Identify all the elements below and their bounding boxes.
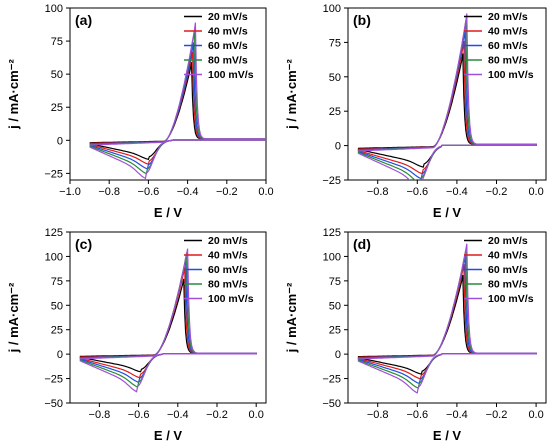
- y-tick-label: 0: [57, 135, 63, 147]
- y-tick-label: 100: [45, 3, 63, 15]
- series-line-2: [357, 29, 537, 180]
- y-tick-label: 75: [329, 276, 341, 288]
- legend-label: 60 mV/s: [488, 264, 528, 276]
- x-tick-label: −0.8: [367, 186, 389, 198]
- x-tick-label: 0.0: [258, 186, 273, 198]
- y-tick-label: 25: [51, 102, 63, 114]
- x-axis-title: E / V: [433, 205, 462, 220]
- panel-label: (c): [75, 236, 92, 252]
- x-tick-label: −0.2: [206, 409, 228, 421]
- y-tick-label: 75: [329, 37, 341, 49]
- x-axis-title: E / V: [154, 205, 183, 220]
- legend-label: 80 mV/s: [488, 55, 528, 67]
- series-line-2: [79, 258, 257, 384]
- plot-frame: [347, 7, 547, 181]
- panel-label: (b): [353, 12, 371, 28]
- x-tick-label: −0.2: [486, 186, 508, 198]
- x-tick-label: −0.8: [98, 186, 120, 198]
- x-tick-label: −0.2: [216, 186, 238, 198]
- x-tick-label: −0.6: [406, 186, 428, 198]
- x-tick-label: −0.8: [89, 409, 111, 421]
- x-axis-title: E / V: [154, 428, 183, 443]
- y-tick-label: 25: [329, 106, 341, 118]
- x-tick-label: −0.6: [138, 186, 160, 198]
- series-line-4: [89, 22, 266, 180]
- series-line-4: [357, 243, 537, 394]
- y-tick-label: 100: [323, 251, 341, 263]
- legend-label: 40 mV/s: [488, 250, 528, 262]
- legend-label: 80 mV/s: [208, 279, 248, 291]
- plot-frame: [69, 231, 267, 404]
- panel-label: (a): [75, 12, 92, 28]
- legend-label: 20 mV/s: [208, 11, 248, 23]
- x-axis-title: E / V: [433, 428, 462, 443]
- y-tick-label: 75: [51, 36, 63, 48]
- y-tick-label: 0: [335, 141, 341, 153]
- x-tick-label: −0.2: [486, 409, 508, 421]
- legend-label: 100 mV/s: [208, 69, 254, 81]
- plot-frame: [69, 7, 267, 181]
- legend-label: 20 mV/s: [488, 235, 528, 247]
- y-tick-label: −25: [322, 374, 341, 386]
- y-tick-label: 25: [329, 325, 341, 337]
- y-tick-label: −50: [322, 398, 341, 410]
- y-tick-label: 0: [335, 349, 341, 361]
- y-tick-label: 125: [45, 227, 63, 239]
- legend-label: 40 mV/s: [208, 26, 248, 38]
- y-axis-title: j / mA·cm⁻²: [6, 58, 21, 129]
- y-tick-label: 25: [51, 325, 63, 337]
- panel-1: −0.8 −0.6 −0.4 −0.2 0.0 100 75 50 25 0 −25 E / V j /…: [284, 3, 547, 220]
- y-tick-label: −50: [44, 398, 63, 410]
- legend-label: 80 mV/s: [488, 279, 528, 291]
- legend-label: 60 mV/s: [208, 40, 248, 52]
- panel-0: −1.0 −0.8 −0.6 −0.4 −0.2 0.0 100 75 50 25 0 −25 E / …: [6, 3, 274, 220]
- y-tick-label: 50: [329, 300, 341, 312]
- panel-3: −0.8 −0.6 −0.4 −0.2 0.0 125 100 75 50 25 0 −25 −50 E …: [284, 227, 547, 443]
- y-tick-label: 100: [45, 251, 63, 263]
- x-tick-label: −0.6: [128, 409, 150, 421]
- legend-label: 60 mV/s: [488, 40, 528, 52]
- legend-label: 20 mV/s: [488, 11, 528, 23]
- y-tick-label: 50: [51, 300, 63, 312]
- legend-label: 40 mV/s: [488, 26, 528, 38]
- y-tick-label: 0: [57, 349, 63, 361]
- x-tick-label: −0.8: [367, 409, 389, 421]
- series-line-4: [357, 13, 537, 180]
- y-tick-label: 50: [51, 69, 63, 81]
- y-tick-label: 75: [51, 276, 63, 288]
- x-tick-label: 0.0: [249, 409, 264, 421]
- y-tick-label: −25: [44, 168, 63, 180]
- legend-label: 60 mV/s: [208, 264, 248, 276]
- legend-label: 40 mV/s: [208, 250, 248, 262]
- x-tick-label: 0.0: [528, 186, 543, 198]
- y-tick-label: 50: [329, 72, 341, 84]
- panel-label: (d): [353, 236, 371, 252]
- y-tick-label: −25: [44, 374, 63, 386]
- x-tick-label: −0.4: [446, 409, 468, 421]
- y-tick-label: −25: [322, 175, 341, 187]
- series-line-4: [79, 248, 257, 393]
- x-tick-label: −0.4: [446, 186, 468, 198]
- plot-frame: [347, 231, 547, 404]
- x-tick-label: −0.6: [406, 409, 428, 421]
- x-tick-label: −0.4: [167, 409, 189, 421]
- legend-label: 100 mV/s: [208, 293, 254, 305]
- legend-label: 100 mV/s: [488, 293, 534, 305]
- y-tick-label: 125: [323, 227, 341, 239]
- legend-label: 20 mV/s: [208, 235, 248, 247]
- y-axis-title: j / mA·cm⁻²: [6, 282, 21, 353]
- panel-2: −0.8 −0.6 −0.4 −0.2 0.0 125 100 75 50 25 0 −25 −50 E …: [6, 227, 267, 443]
- y-tick-label: 100: [323, 3, 341, 15]
- y-axis-title: j / mA·cm⁻²: [284, 282, 299, 353]
- legend-label: 100 mV/s: [488, 69, 534, 81]
- legend-label: 80 mV/s: [208, 55, 248, 67]
- x-tick-label: 0.0: [528, 409, 543, 421]
- x-tick-label: −0.4: [177, 186, 199, 198]
- x-tick-label: −1.0: [59, 186, 81, 198]
- y-axis-title: j / mA·cm⁻²: [284, 58, 299, 129]
